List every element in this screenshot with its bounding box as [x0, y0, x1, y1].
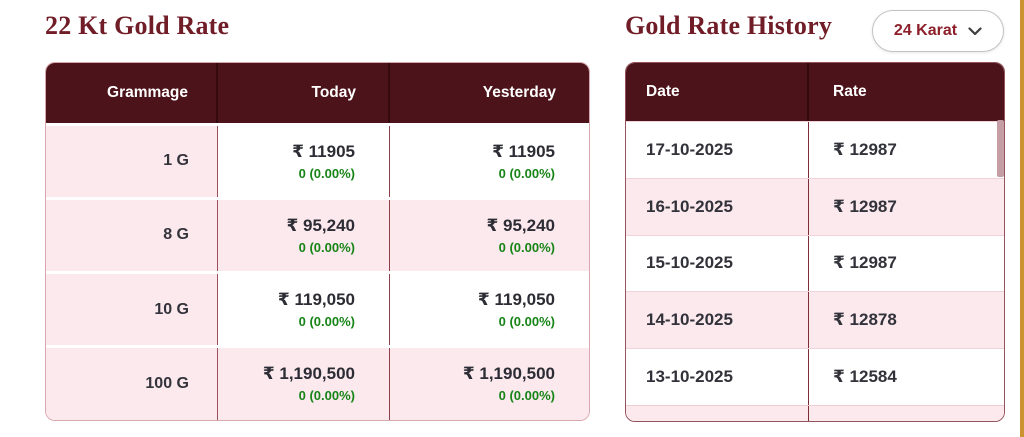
date-cell: 13-10-2025: [626, 349, 809, 405]
date-cell: 15-10-2025: [626, 235, 809, 292]
table-header-row: Grammage Today Yesterday: [46, 62, 589, 123]
history-row: 16-10-2025 ₹ 12987: [626, 177, 1004, 235]
yesterday-value: ₹ 95,240: [486, 215, 555, 235]
date-cell: 16-10-2025: [626, 178, 809, 235]
rate-cell: [809, 406, 1004, 421]
history-row: 13-10-2025 ₹ 12584: [626, 348, 1004, 405]
today-value: ₹ 11905: [292, 141, 355, 161]
rate-cell: ₹ 12987: [833, 139, 897, 159]
history-row: 15-10-2025 ₹ 12987: [626, 234, 1004, 292]
table-row: 100 G ₹ 1,190,500 0 (0.00%) ₹ 1,190,500 …: [46, 345, 589, 420]
column-header-grammage: Grammage: [46, 62, 218, 123]
date-cell: 17-10-2025: [626, 122, 809, 178]
today-cell: ₹ 1,190,500 0 (0.00%): [218, 348, 390, 420]
today-cell: ₹ 119,050 0 (0.00%): [218, 274, 390, 346]
grammage-cell: 10 G: [46, 274, 218, 346]
table-row: 1 G ₹ 11905 0 (0.00%) ₹ 11905 0 (0.00%): [46, 122, 589, 197]
section-title-22kt-gold-rate: 22 Kt Gold Rate: [45, 11, 230, 40]
rate-cell: ₹ 12584: [833, 367, 897, 387]
scrollbar-thumb[interactable]: [997, 120, 1004, 177]
grammage-cell: 100 G: [46, 348, 218, 420]
grammage-cell: 1 G: [46, 125, 218, 197]
yesterday-value: ₹ 1,190,500: [462, 364, 555, 384]
22kt-gold-rate-section: 22 Kt Gold Rate Grammage Today Yesterday…: [45, 11, 590, 421]
today-cell: ₹ 95,240 0 (0.00%): [218, 199, 390, 272]
gold-rate-history-section: Gold Rate History 24 Karat Date Rate 17-…: [625, 10, 1005, 422]
rate-cell: ₹ 12987: [833, 196, 897, 216]
today-value: ₹ 95,240: [286, 215, 355, 235]
today-change: 0 (0.00%): [298, 314, 355, 330]
today-value: ₹ 119,050: [277, 290, 355, 310]
yesterday-change: 0 (0.00%): [498, 165, 555, 181]
section-title-gold-rate-history: Gold Rate History: [625, 11, 833, 40]
rate-cell: ₹ 12878: [833, 310, 897, 330]
column-header-date: Date: [626, 63, 809, 121]
yesterday-cell: ₹ 11905 0 (0.00%): [390, 125, 589, 197]
yesterday-value: ₹ 11905: [492, 141, 555, 161]
date-cell: [626, 405, 809, 421]
column-header-yesterday: Yesterday: [482, 83, 556, 101]
table-row: 10 G ₹ 119,050 0 (0.00%) ₹ 119,050 0 (0.…: [46, 271, 589, 346]
column-header-rate: Rate: [833, 83, 867, 100]
history-row: 14-10-2025 ₹ 12878: [626, 291, 1004, 349]
karat-selector-dropdown[interactable]: 24 Karat: [872, 10, 1004, 52]
table-row: 8 G ₹ 95,240 0 (0.00%) ₹ 95,240 0 (0.00%…: [46, 196, 589, 272]
column-header-today: Today: [218, 62, 390, 123]
yesterday-cell: ₹ 119,050 0 (0.00%): [390, 274, 589, 346]
grammage-cell: 8 G: [46, 199, 218, 272]
gold-rate-history-table[interactable]: Date Rate 17-10-2025 ₹ 12987 16-10-2025 …: [625, 62, 1005, 422]
page-right-border: [1020, 0, 1024, 437]
22kt-gold-rate-table: Grammage Today Yesterday 1 G ₹ 11905 0 (…: [45, 61, 590, 421]
history-row-partially-visible: [626, 404, 1004, 421]
today-change: 0 (0.00%): [298, 165, 355, 181]
rate-cell: ₹ 12987: [833, 253, 897, 273]
history-row: 17-10-2025 ₹ 12987: [626, 121, 1004, 178]
chevron-down-icon: [968, 26, 982, 36]
date-cell: 14-10-2025: [626, 292, 809, 349]
yesterday-change: 0 (0.00%): [498, 314, 555, 330]
table-header-row: Date Rate: [626, 63, 1004, 121]
yesterday-change: 0 (0.00%): [498, 239, 555, 255]
today-value: ₹ 1,190,500: [262, 364, 355, 384]
today-change: 0 (0.00%): [298, 239, 355, 255]
today-change: 0 (0.00%): [298, 388, 355, 404]
yesterday-cell: ₹ 95,240 0 (0.00%): [390, 199, 589, 272]
yesterday-change: 0 (0.00%): [498, 388, 555, 404]
karat-selector-label: 24 Karat: [893, 22, 958, 39]
yesterday-value: ₹ 119,050: [477, 290, 555, 310]
today-cell: ₹ 11905 0 (0.00%): [218, 125, 390, 197]
yesterday-cell: ₹ 1,190,500 0 (0.00%): [390, 348, 589, 420]
